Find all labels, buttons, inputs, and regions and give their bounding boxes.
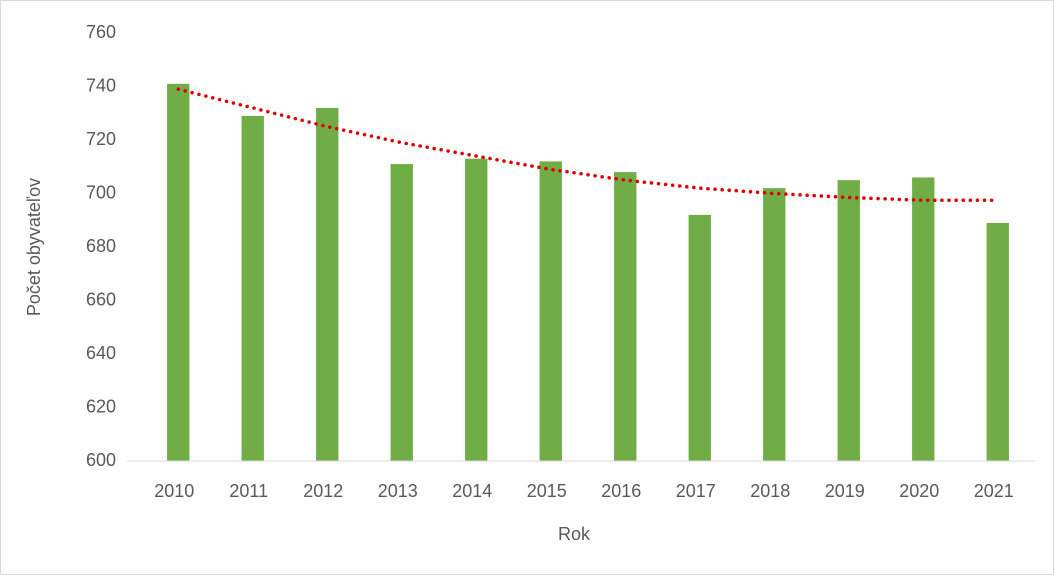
- bar: [390, 164, 413, 461]
- bar: [316, 107, 339, 462]
- y-tick-label: 620: [86, 396, 116, 416]
- x-tick-label: 2016: [601, 481, 641, 501]
- x-axis-label: Rok: [558, 524, 591, 544]
- bar: [539, 161, 562, 461]
- y-tick-label: 680: [86, 236, 116, 256]
- bar: [465, 158, 488, 461]
- x-tick-label: 2010: [154, 481, 194, 501]
- x-tick-label: 2012: [303, 481, 343, 501]
- x-tick-label: 2011: [229, 481, 268, 501]
- y-tick-label: 700: [86, 182, 116, 202]
- y-tick-label: 740: [86, 75, 116, 95]
- x-tick-label: 2015: [527, 481, 567, 501]
- x-tick-label: 2020: [899, 481, 939, 501]
- x-tick-label: 2019: [825, 481, 865, 501]
- x-tick-label: 2014: [452, 481, 492, 501]
- y-tick-label: 720: [86, 129, 116, 149]
- bar: [241, 115, 264, 462]
- bar: [912, 177, 935, 461]
- x-tick-label: 2018: [750, 481, 790, 501]
- bar: [763, 188, 786, 461]
- x-tick-label: 2013: [378, 481, 418, 501]
- bar: [167, 83, 190, 461]
- y-tick-label: 660: [86, 289, 116, 309]
- bar: [986, 222, 1009, 461]
- y-tick-label: 640: [86, 343, 116, 363]
- trendline: [176, 87, 1000, 202]
- bar: [688, 214, 711, 461]
- y-axis-label: Počet obyvateľov: [24, 178, 44, 316]
- y-tick-label: 600: [86, 450, 116, 470]
- y-tick-label: 760: [86, 22, 116, 42]
- x-tick-label: 2017: [676, 481, 716, 501]
- bar: [614, 172, 637, 461]
- bar: [837, 180, 860, 461]
- x-tick-label: 2021: [974, 481, 1014, 501]
